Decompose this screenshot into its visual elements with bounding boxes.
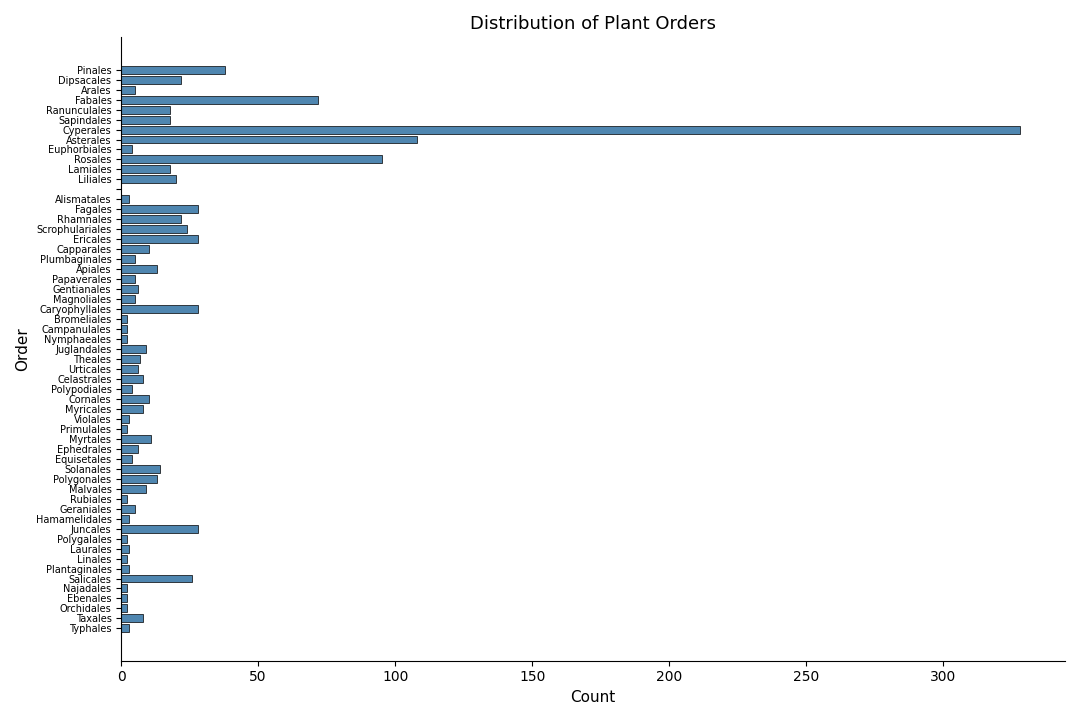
Bar bbox=[121, 335, 126, 343]
Bar bbox=[121, 455, 132, 463]
Title: Distribution of Plant Orders: Distribution of Plant Orders bbox=[470, 15, 716, 33]
Bar bbox=[121, 215, 181, 223]
Bar bbox=[121, 355, 140, 363]
Bar bbox=[121, 395, 149, 403]
Bar bbox=[121, 225, 187, 233]
Bar bbox=[121, 256, 135, 264]
Bar bbox=[121, 415, 130, 423]
Bar bbox=[121, 176, 176, 184]
Bar bbox=[121, 166, 171, 174]
Bar bbox=[121, 474, 157, 482]
Bar bbox=[121, 66, 226, 73]
Bar bbox=[121, 365, 137, 373]
Bar bbox=[121, 445, 137, 453]
Bar bbox=[121, 156, 381, 163]
Bar bbox=[121, 135, 417, 143]
Bar bbox=[121, 575, 192, 582]
Bar bbox=[121, 485, 146, 492]
Bar bbox=[121, 554, 126, 562]
Bar bbox=[121, 285, 137, 293]
Bar bbox=[121, 195, 130, 203]
Bar bbox=[121, 96, 319, 104]
Bar bbox=[121, 125, 1020, 133]
Bar bbox=[121, 595, 126, 603]
Bar bbox=[121, 525, 198, 533]
Bar bbox=[121, 76, 181, 84]
Bar bbox=[121, 246, 149, 253]
Bar bbox=[121, 145, 132, 153]
Y-axis label: Order: Order bbox=[15, 327, 30, 371]
Bar bbox=[121, 535, 126, 543]
Bar bbox=[121, 544, 130, 552]
Bar bbox=[121, 405, 143, 413]
Bar bbox=[121, 305, 198, 313]
Bar bbox=[121, 495, 126, 503]
Bar bbox=[121, 86, 135, 94]
Bar bbox=[121, 375, 143, 383]
Bar bbox=[121, 235, 198, 243]
Bar bbox=[121, 564, 130, 572]
Bar bbox=[121, 425, 126, 433]
Bar bbox=[121, 295, 135, 303]
Bar bbox=[121, 585, 126, 593]
Bar bbox=[121, 515, 130, 523]
Bar bbox=[121, 614, 143, 622]
Bar bbox=[121, 315, 126, 323]
Bar bbox=[121, 505, 135, 513]
Bar bbox=[121, 106, 171, 114]
Bar bbox=[121, 115, 171, 124]
Bar bbox=[121, 385, 132, 393]
Bar bbox=[121, 465, 160, 473]
Bar bbox=[121, 265, 157, 273]
Bar bbox=[121, 605, 126, 613]
Bar bbox=[121, 325, 126, 333]
X-axis label: Count: Count bbox=[570, 690, 616, 705]
Bar bbox=[121, 205, 198, 213]
Bar bbox=[121, 345, 146, 353]
Bar bbox=[121, 624, 130, 632]
Bar bbox=[121, 275, 135, 283]
Bar bbox=[121, 435, 151, 443]
